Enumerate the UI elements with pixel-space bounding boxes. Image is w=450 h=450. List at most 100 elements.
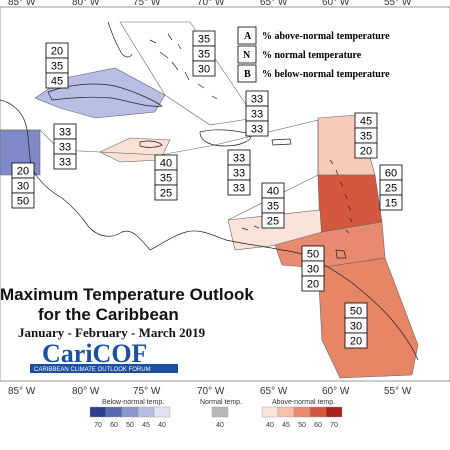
probability-value: 33 bbox=[233, 168, 245, 180]
color-legend: Below-normal temp. Normal temp. Above-no… bbox=[89, 399, 343, 429]
probability-value: 35 bbox=[198, 49, 210, 61]
above-normal-swatch bbox=[261, 406, 279, 418]
below-normal-label: Below-normal temp. bbox=[102, 399, 164, 406]
above-normal-tick: 45 bbox=[282, 422, 290, 429]
probability-value: 40 bbox=[267, 186, 279, 198]
lon-label: 60° W bbox=[322, 386, 350, 397]
probability-value: 40 bbox=[160, 158, 172, 170]
probability-box-trinidad: 50 30 20 bbox=[301, 245, 325, 292]
probability-value: 33 bbox=[59, 127, 71, 139]
jamaica-coast bbox=[139, 140, 163, 148]
bahamas-coast bbox=[149, 33, 218, 100]
lon-label: 65° W bbox=[260, 386, 288, 397]
probability-boxes: 2035453535303333332030503333334035253333… bbox=[11, 30, 403, 349]
probability-value: 60 bbox=[385, 168, 397, 180]
above-normal-swatch bbox=[325, 406, 343, 418]
key-letter-a: A bbox=[244, 31, 252, 42]
key-letter-b: B bbox=[244, 69, 251, 80]
above-normal-tick: 50 bbox=[298, 422, 306, 429]
probability-value: 33 bbox=[251, 124, 263, 136]
probability-cell bbox=[192, 60, 216, 77]
key-text-n: % normal temperature bbox=[262, 50, 362, 61]
probability-value: 33 bbox=[59, 142, 71, 154]
probability-box-guianas: 50 30 20 bbox=[344, 302, 368, 349]
probability-box-abc-islands: 40 35 25 bbox=[261, 182, 285, 229]
lon-label: 85° W bbox=[8, 386, 36, 397]
lon-label: 85° W bbox=[8, 0, 36, 8]
lon-label: 55° W bbox=[384, 386, 412, 397]
probability-value: 35 bbox=[360, 131, 372, 143]
lon-label: 70° W bbox=[197, 386, 225, 397]
logo-tagline-bar bbox=[30, 364, 178, 373]
lon-label: 60° W bbox=[322, 0, 350, 8]
probability-value: 35 bbox=[267, 201, 279, 213]
normal-tick: 40 bbox=[216, 422, 224, 429]
probability-cell bbox=[227, 179, 251, 196]
probability-cell bbox=[245, 120, 269, 137]
key-box-a bbox=[237, 26, 257, 45]
cuba-coast bbox=[47, 83, 163, 107]
probability-value: 35 bbox=[198, 34, 210, 46]
key-box-n bbox=[237, 45, 257, 64]
probability-cell bbox=[154, 184, 178, 201]
key-text-b: % below-normal temperature bbox=[262, 69, 390, 80]
probability-box-hispaniola: 33 33 33 bbox=[227, 149, 251, 196]
above-normal-swatch bbox=[293, 406, 311, 418]
probability-cell bbox=[261, 212, 285, 229]
probability-value: 30 bbox=[17, 181, 29, 193]
probability-value: 33 bbox=[59, 157, 71, 169]
probability-value: 45 bbox=[360, 116, 372, 128]
lon-label: 80° W bbox=[72, 0, 100, 8]
below-normal-swatch bbox=[137, 406, 155, 418]
below-normal-tick: 50 bbox=[126, 422, 134, 429]
region-central-boundary bbox=[0, 129, 61, 151]
probability-cell bbox=[344, 332, 368, 349]
probability-box-cuba-west: 20 35 45 bbox=[45, 42, 69, 89]
title-period: January - February - March 2019 bbox=[18, 325, 206, 340]
probability-value: 35 bbox=[51, 61, 63, 73]
map-title: Maximum Temperature Outlook for the Cari… bbox=[0, 285, 254, 340]
below-normal-tick: 40 bbox=[158, 422, 166, 429]
key-box-b bbox=[237, 64, 257, 83]
above-normal-label: Above-normal temp. bbox=[272, 399, 335, 406]
lon-label: 70° W bbox=[197, 0, 225, 8]
probability-value: 25 bbox=[267, 216, 279, 228]
below-normal-tick: 70 bbox=[94, 422, 102, 429]
probability-box-central-america: 20 30 50 bbox=[11, 162, 35, 209]
logo-name: CariCOF bbox=[42, 339, 147, 368]
probability-box-jamaica: 40 35 25 bbox=[154, 154, 178, 201]
probability-value: 20 bbox=[51, 46, 63, 58]
lon-label: 75° W bbox=[133, 386, 161, 397]
probability-value: 35 bbox=[160, 173, 172, 185]
below-normal-swatch bbox=[105, 406, 123, 418]
normal-swatch bbox=[211, 406, 229, 418]
probability-value: 20 bbox=[360, 146, 372, 158]
probability-value: 50 bbox=[307, 249, 319, 261]
key-text-a: % above-normal temperature bbox=[262, 31, 390, 42]
probability-value: 33 bbox=[233, 183, 245, 195]
probability-box-leeward-north: 45 35 20 bbox=[354, 112, 378, 159]
above-normal-tick: 40 bbox=[266, 422, 274, 429]
probability-value: 33 bbox=[251, 109, 263, 121]
region-jamaica bbox=[99, 137, 171, 163]
region-guianas bbox=[317, 257, 419, 379]
probability-cell bbox=[301, 275, 325, 292]
lon-label: 65° W bbox=[260, 0, 288, 8]
florida-coast bbox=[107, 21, 133, 58]
below-normal-swatch bbox=[89, 406, 107, 418]
probability-value: 25 bbox=[160, 188, 172, 200]
probability-cell bbox=[379, 194, 403, 211]
outlook-regions bbox=[0, 67, 419, 379]
below-normal-tick: 45 bbox=[142, 422, 150, 429]
probability-value: 50 bbox=[17, 196, 29, 208]
caricof-logo: CariCOF CARIBBEAN CLIMATE OUTLOOK FORUM bbox=[30, 339, 178, 373]
probability-value: 20 bbox=[350, 336, 362, 348]
probability-value: 20 bbox=[307, 279, 319, 291]
legend-key: A % above-normal temperature N % normal … bbox=[237, 26, 390, 83]
lon-label: 55° W bbox=[384, 0, 412, 8]
probability-value: 20 bbox=[17, 166, 29, 178]
probability-box-turks-caicos: 33 33 33 bbox=[245, 90, 269, 137]
probability-box-belize: 33 33 33 bbox=[53, 123, 77, 170]
probability-value: 33 bbox=[233, 153, 245, 165]
